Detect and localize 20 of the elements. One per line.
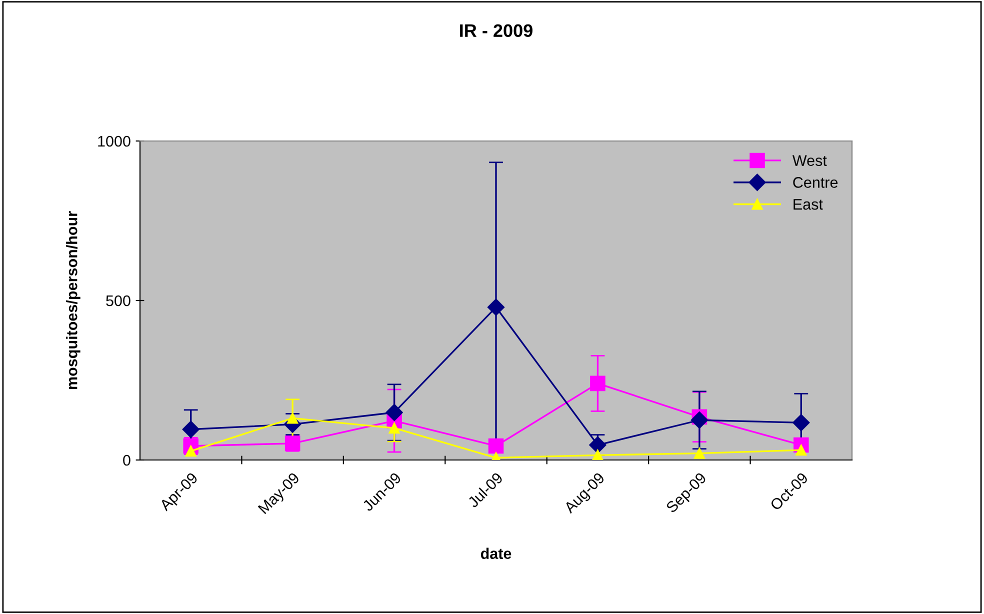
point <box>488 438 504 454</box>
y-tick-label: 1000 <box>98 136 130 147</box>
legend-label: Centre <box>793 177 838 188</box>
point <box>792 414 810 432</box>
y-axis-title: mosquitoes/person/hour <box>66 211 80 390</box>
point <box>388 422 400 434</box>
legend-label: East <box>794 199 823 210</box>
chart-title: IR - 2009 <box>460 24 532 38</box>
y-tick-label: 500 <box>106 295 130 306</box>
point <box>287 412 298 424</box>
point <box>182 420 200 438</box>
point <box>487 298 505 316</box>
x-axis-title: date <box>480 548 512 559</box>
point <box>694 448 705 459</box>
point <box>386 404 403 422</box>
legend-label: West <box>792 155 827 166</box>
point <box>690 412 708 429</box>
point <box>592 450 604 460</box>
point <box>590 376 606 392</box>
y-tick-label: 0 <box>123 454 130 466</box>
